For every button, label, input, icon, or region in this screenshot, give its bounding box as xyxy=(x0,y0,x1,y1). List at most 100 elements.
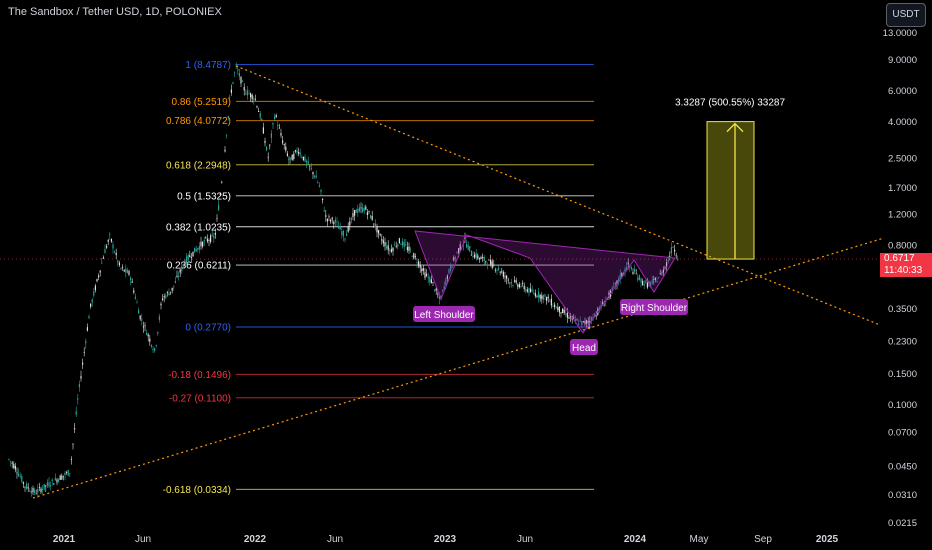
candle-body xyxy=(99,270,101,273)
currency-button[interactable]: USDT xyxy=(886,3,926,27)
candle-body xyxy=(48,482,50,487)
candle-body xyxy=(550,298,552,306)
candle-body xyxy=(536,296,538,298)
candle-body xyxy=(533,292,535,294)
candle-body xyxy=(40,488,42,493)
candle-body xyxy=(414,256,416,257)
candle-body xyxy=(80,376,82,379)
candle-body xyxy=(443,286,445,290)
candle-body xyxy=(528,288,530,294)
candle-body xyxy=(245,93,247,95)
candle-body xyxy=(258,111,260,112)
candle-body xyxy=(371,216,373,221)
candle-body xyxy=(264,140,266,143)
candle-body xyxy=(544,294,546,297)
candle-body xyxy=(282,140,284,144)
candle-body xyxy=(314,175,316,177)
candle-body xyxy=(110,238,112,242)
candle-body xyxy=(88,316,90,319)
candle-body xyxy=(21,476,23,482)
candle-body xyxy=(459,244,461,250)
fib-level-label: 0.236 (0.6211) xyxy=(167,261,231,272)
fib-level-label: 0 (0.2770) xyxy=(185,323,231,334)
candle-body xyxy=(549,300,551,302)
candle-body xyxy=(424,272,426,278)
candle-body xyxy=(485,261,487,263)
candle-body xyxy=(262,127,264,134)
time-axis-tick: 2022 xyxy=(244,534,267,545)
candle-body xyxy=(669,255,671,257)
candle-body xyxy=(384,242,386,247)
candle-body xyxy=(555,307,557,309)
candle-body xyxy=(115,253,117,256)
candle-body xyxy=(277,125,279,127)
candle-body xyxy=(118,262,120,266)
candle-body xyxy=(152,348,154,351)
candle-body xyxy=(547,296,549,299)
candle-body xyxy=(490,259,492,265)
candle-body xyxy=(74,428,76,430)
candle-body xyxy=(66,472,68,474)
candle-body xyxy=(646,281,648,288)
candle-body xyxy=(651,280,653,283)
candle-body xyxy=(278,127,280,129)
candle-body xyxy=(400,244,402,245)
fib-level-label: 0.786 (4.0772) xyxy=(166,116,231,127)
candle-body xyxy=(512,284,514,286)
candle-body xyxy=(59,475,61,481)
candle-body xyxy=(627,262,629,265)
candle-body xyxy=(320,189,322,192)
candle-body xyxy=(24,486,26,488)
candle-body xyxy=(347,225,349,232)
candle-body xyxy=(227,116,229,118)
candle-body xyxy=(437,294,439,296)
candle-body xyxy=(237,69,239,71)
candle-body xyxy=(32,488,34,493)
candle-body xyxy=(637,277,639,280)
candle-body xyxy=(667,259,669,262)
candle-body xyxy=(477,255,479,259)
candle-body xyxy=(85,341,87,344)
candle-body xyxy=(558,306,560,313)
candle-body xyxy=(53,483,55,485)
candle-body xyxy=(506,275,508,279)
candle-body xyxy=(635,273,637,275)
candle-body xyxy=(50,485,52,487)
candle-body xyxy=(136,302,138,304)
candle-body xyxy=(26,484,28,489)
candle-body xyxy=(14,465,16,470)
pattern-label-box xyxy=(570,339,598,355)
candle-body xyxy=(218,205,220,211)
candle-body xyxy=(168,292,170,296)
price-axis-tick: 13.0000 xyxy=(883,28,917,39)
candle-body xyxy=(661,271,663,276)
candle-body xyxy=(509,282,511,285)
candle-body xyxy=(630,267,632,269)
candle-body xyxy=(243,86,245,91)
candle-body xyxy=(357,208,359,213)
candle-body xyxy=(453,257,455,261)
candle-body xyxy=(622,272,624,275)
candle-body xyxy=(323,210,325,212)
candle-body xyxy=(253,98,255,100)
last-price-tag: 0.6717 xyxy=(880,253,932,265)
candle-body xyxy=(658,277,660,279)
candle-body xyxy=(374,223,376,228)
candle-body xyxy=(338,226,340,229)
candle-body xyxy=(330,219,332,222)
candle-body xyxy=(405,244,407,246)
candle-body xyxy=(378,230,380,234)
candle-body xyxy=(640,278,642,283)
candle-body xyxy=(222,167,224,169)
candle-body xyxy=(130,277,132,280)
candle-body xyxy=(83,351,85,353)
candle-body xyxy=(203,239,205,242)
candle-body xyxy=(155,345,157,347)
price-axis-tick: 0.0215 xyxy=(888,518,917,529)
candle-body xyxy=(315,175,317,179)
candle-body xyxy=(56,479,58,483)
candle-body xyxy=(109,234,111,235)
candle-body xyxy=(189,255,191,258)
candle-body xyxy=(517,284,519,287)
